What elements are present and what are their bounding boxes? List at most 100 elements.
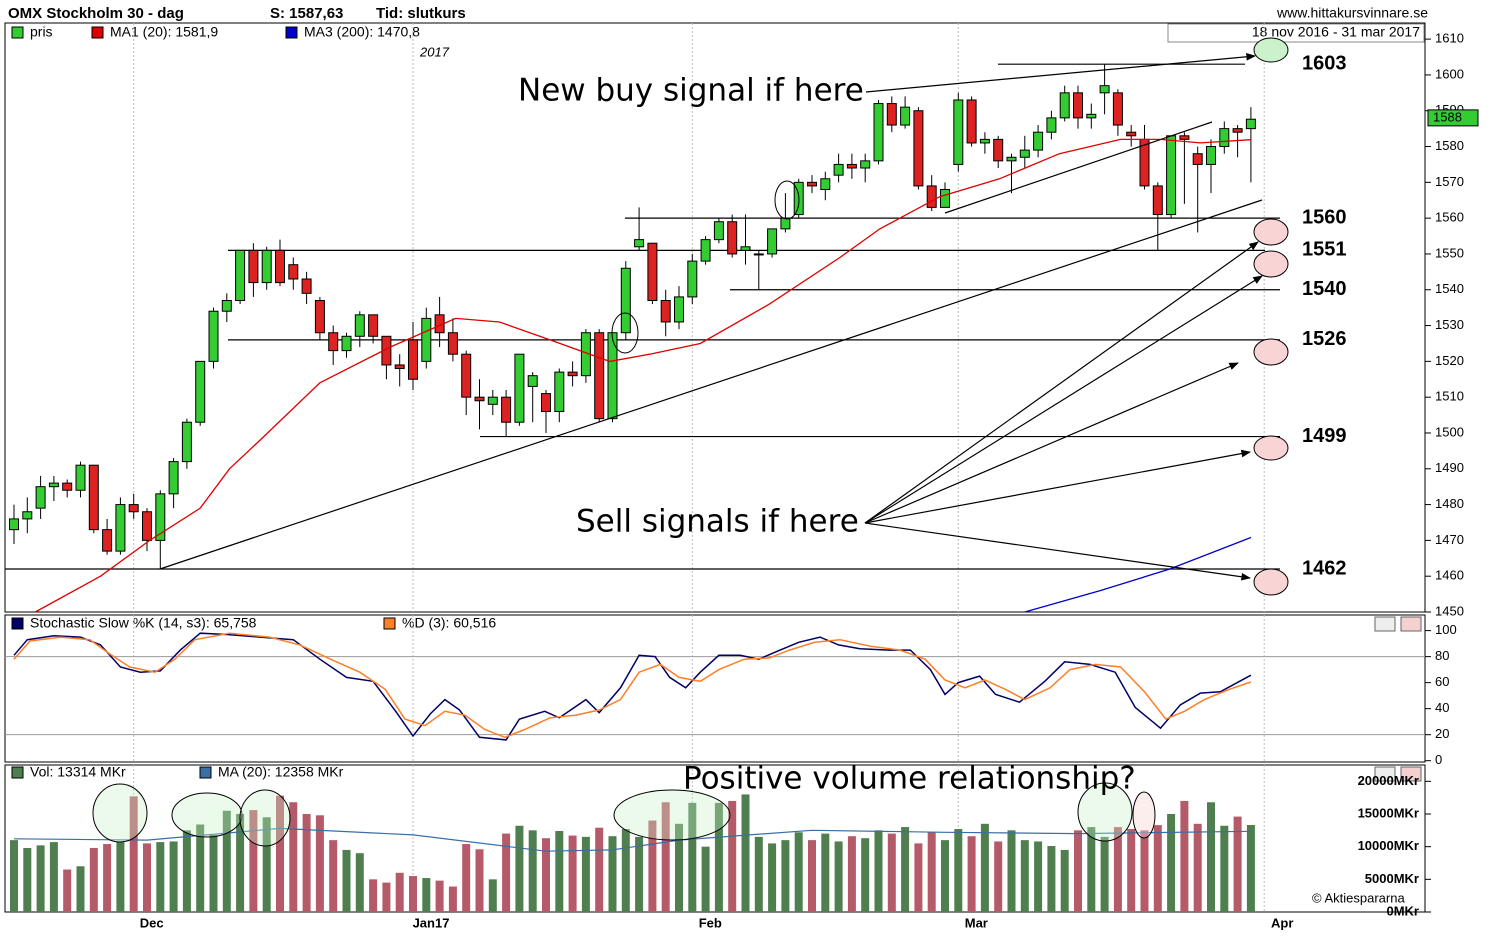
annotation-lines (92, 37, 1289, 847)
candle-body (487, 396, 498, 405)
volume-bar (1180, 800, 1189, 912)
volume-bar (941, 840, 949, 912)
candle-body (1099, 85, 1110, 94)
candle-body (328, 332, 339, 352)
candle-body (979, 138, 990, 144)
candle-body (408, 339, 418, 380)
volume-bar (781, 840, 790, 912)
volume-bar (329, 840, 338, 912)
candle-body (314, 299, 325, 334)
y-tick-label: 60 (1435, 674, 1449, 689)
target-circle (1253, 568, 1289, 596)
candle-body (1086, 113, 1097, 119)
price-tag-label: 1588 (1433, 109, 1462, 124)
volume-bar (89, 847, 98, 912)
volume-bar (249, 810, 258, 912)
candle-body (753, 253, 764, 256)
candle-body (700, 239, 711, 262)
candle-body (301, 278, 312, 294)
candle-body (647, 242, 658, 301)
legend-label: MA3 (200): 1470,8 (304, 24, 420, 40)
annotation: New buy signal if here (518, 73, 864, 109)
volume-bar (209, 834, 218, 912)
header-last: S: 1587,63 (270, 5, 343, 22)
volume-bar (621, 829, 630, 912)
annotation: Sell signals if here (576, 504, 859, 540)
legend-swatch (285, 26, 298, 39)
highlight (171, 792, 243, 838)
legend-swatch (11, 617, 24, 630)
volume-bar (515, 825, 524, 912)
candle-body (75, 464, 86, 491)
price-frame (4, 22, 1426, 613)
y-tick-label: 1500 (1435, 424, 1464, 439)
candle-body (846, 163, 857, 169)
candle-body (541, 393, 551, 412)
volume-bar (927, 832, 936, 912)
candle-body (940, 188, 950, 208)
candle-body (926, 185, 937, 208)
candle-body (514, 353, 525, 423)
volume-bar (1074, 830, 1082, 912)
volume-bar (23, 847, 32, 912)
legend-swatch (11, 766, 24, 779)
candle-body (275, 249, 285, 284)
credit: © Aktiespararna (1312, 890, 1405, 905)
candle-body (567, 371, 578, 377)
candle-body (1219, 128, 1230, 148)
target-circle (1253, 435, 1289, 461)
candle-body (913, 110, 924, 187)
legend-label: Stochastic Slow %K (14, s3): 65,758 (30, 615, 257, 631)
y-tick-label: 40 (1435, 700, 1449, 715)
y-tick-label: 1550 (1435, 245, 1464, 260)
header-title: OMX Stockholm 30 - dag (8, 5, 184, 22)
level-label: 1603 (1302, 52, 1347, 74)
volume-bar (901, 827, 910, 912)
legend-label: Vol: 13314 MKr (30, 764, 126, 780)
volume-bar (315, 815, 324, 912)
highlight (92, 783, 148, 843)
target-circle (1253, 218, 1289, 246)
candle-body (1073, 92, 1083, 119)
candle-body (48, 482, 59, 488)
candle-body (1006, 156, 1017, 162)
volume-bar (794, 832, 803, 912)
arrow (864, 522, 1251, 581)
candle-body (993, 138, 1004, 162)
volume-bar (980, 823, 989, 912)
volume-bar (595, 827, 604, 912)
candle-body (155, 493, 166, 541)
volume-bar (169, 841, 178, 912)
volume-bar (448, 886, 457, 912)
candle-body (767, 228, 778, 255)
trend-line (944, 121, 1213, 214)
button[interactable] (1400, 616, 1422, 632)
candle-body (168, 461, 179, 495)
volume-bar (1207, 802, 1215, 912)
y-tick-label: 20 (1435, 726, 1449, 741)
volume-bar (302, 814, 311, 912)
annotation: Positive volume relationship? (683, 761, 1136, 797)
volume-bar (754, 836, 763, 912)
volume-bar (1060, 849, 1069, 912)
volume-bar (914, 843, 923, 912)
arrow (864, 449, 1251, 524)
volume-bar (728, 800, 737, 912)
legend-swatch (199, 766, 212, 779)
volume-bar (1233, 816, 1242, 912)
volume-bar (741, 794, 750, 912)
candle-body (833, 163, 844, 176)
y-tick-label: 1460 (1435, 568, 1464, 583)
level-label: 1462 (1302, 557, 1347, 579)
button[interactable] (1374, 616, 1396, 632)
candle-body (261, 249, 272, 284)
y-tick-label: 0 (1435, 752, 1442, 767)
x-tick-label: Feb (699, 915, 722, 930)
button[interactable] (1400, 766, 1422, 782)
candle-body (1232, 128, 1243, 133)
button[interactable] (1374, 766, 1396, 782)
volume-bar (635, 836, 644, 912)
x-tick-label: Mar (965, 915, 988, 930)
